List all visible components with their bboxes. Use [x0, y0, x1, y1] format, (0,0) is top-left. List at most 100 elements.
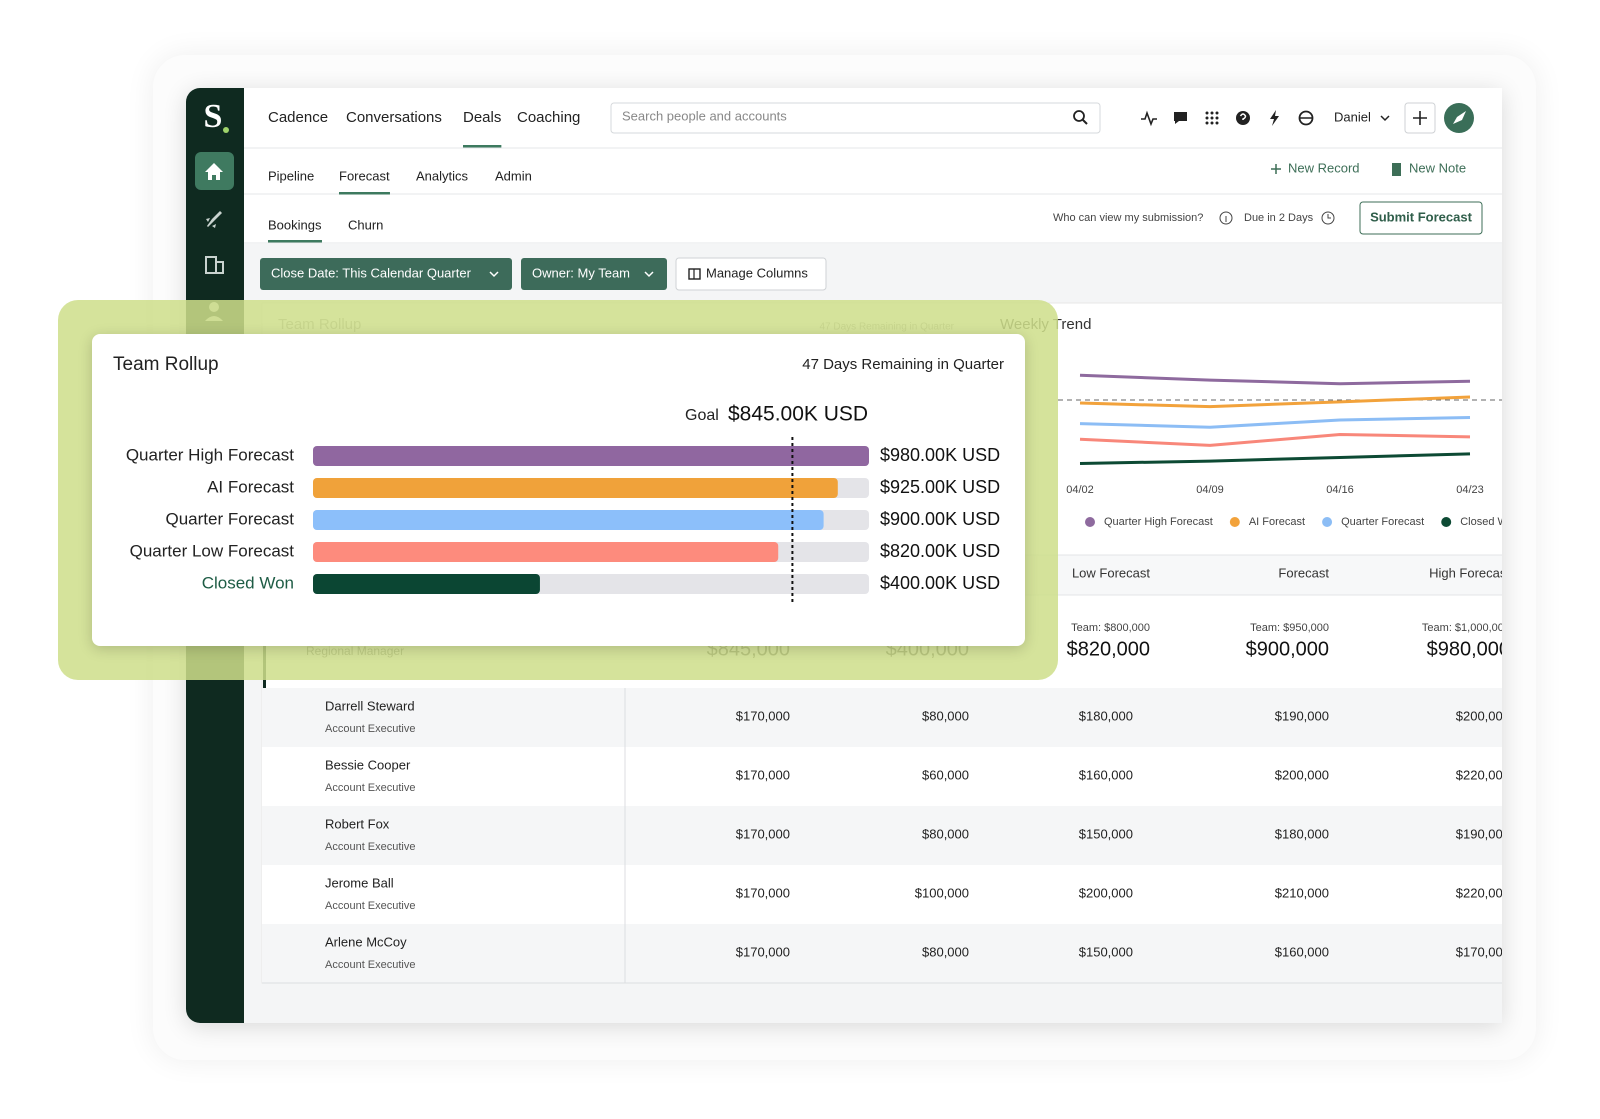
legend-swatch — [1229, 517, 1240, 527]
bar — [313, 446, 869, 466]
search-box[interactable] — [610, 102, 1101, 134]
tab[interactable]: Churn — [348, 217, 383, 232]
row-role: Account Executive — [325, 959, 416, 971]
column-header: Low Forecast — [1072, 565, 1150, 580]
bar-label: Quarter Low Forecast — [130, 541, 295, 560]
row-value: $170,000 — [736, 826, 790, 841]
team-forecast: $980,000 — [1427, 638, 1502, 660]
rollup-card: Team Rollup 47 Days Remaining in Quarter… — [92, 334, 1025, 646]
subnav-item[interactable]: Analytics — [416, 168, 469, 183]
value-label: $925.00K USD — [880, 477, 1000, 497]
filter-button[interactable] — [521, 258, 667, 290]
messages-icon[interactable] — [1174, 112, 1187, 124]
series-line — [1079, 452, 1471, 465]
row-value: $170,000 — [1456, 944, 1502, 959]
legend-label: Quarter Forecast — [1341, 516, 1424, 528]
clock-hands — [1327, 214, 1331, 219]
chart-subtitle: 47 Days Remaining in Quarter — [802, 356, 1004, 373]
chart-title: Team Rollup — [113, 354, 219, 375]
subnav-item[interactable]: Forecast — [339, 168, 390, 183]
launch-icon — [1453, 111, 1466, 124]
add-icon — [1413, 111, 1427, 125]
row-value: $190,000 — [1275, 708, 1329, 723]
submit-button[interactable] — [1359, 201, 1483, 235]
row-value: $170,000 — [736, 767, 790, 782]
row-value: $190,000 — [1456, 826, 1502, 841]
due-date: Due in 2 Days — [1244, 212, 1314, 224]
row-value: $160,000 — [1275, 944, 1329, 959]
series-line — [1079, 395, 1471, 409]
submit-label: Submit Forecast — [1370, 209, 1473, 224]
value-label: $980.00K USD — [880, 445, 1000, 465]
column-header: High Forecast — [1429, 565, 1502, 580]
bar — [313, 574, 540, 594]
visibility-link[interactable]: Who can view my submission? — [1053, 212, 1203, 224]
row-role: Account Executive — [325, 900, 416, 912]
building-icon[interactable] — [205, 256, 224, 274]
new-record[interactable]: New Record — [1288, 160, 1360, 175]
table-row — [262, 806, 1502, 865]
nav-item[interactable]: Cadence — [268, 109, 328, 126]
column-header: Forecast — [1278, 565, 1329, 580]
row-role: Account Executive — [325, 841, 416, 853]
filter-label: Owner: My Team — [532, 265, 630, 280]
help-icon-mark — [1239, 113, 1247, 120]
row-value: $210,000 — [1275, 885, 1329, 900]
row-value: $180,000 — [1079, 708, 1133, 723]
home-icon — [205, 163, 223, 180]
nav-item[interactable]: Deals — [463, 109, 501, 126]
table-row — [262, 688, 1502, 747]
logo-dot — [223, 127, 229, 133]
series-line — [1079, 432, 1471, 447]
apps-icon[interactable] — [1205, 111, 1219, 125]
x-tick-label: 04/02 — [1066, 484, 1094, 496]
new-note-icon — [1392, 163, 1401, 176]
value-label: $900.00K USD — [880, 509, 1000, 529]
bar — [313, 478, 838, 498]
new-note[interactable]: New Note — [1409, 160, 1466, 175]
help-icon[interactable] — [1236, 111, 1250, 125]
bar-label: Quarter High Forecast — [126, 445, 294, 464]
x-tick-label: 04/09 — [1196, 484, 1224, 496]
active-underline — [463, 145, 502, 148]
trend-chart: 04/02 04/09 04/16 04/23 Quarter High Forecas… — [1058, 373, 1502, 528]
legend-label: Closed Won — [1460, 516, 1502, 528]
row-role: Account Executive — [325, 723, 416, 735]
row-value: $100,000 — [915, 885, 969, 900]
rocket-icon[interactable] — [206, 211, 222, 228]
chevron — [644, 271, 654, 278]
legend-swatch — [1441, 517, 1452, 527]
chevron — [1380, 115, 1390, 122]
bolt-icon[interactable] — [1270, 110, 1279, 126]
nav-item[interactable]: Coaching — [517, 109, 580, 126]
row-value: $150,000 — [1079, 826, 1133, 841]
active-underline — [268, 240, 322, 243]
value-label: $400.00K USD — [880, 573, 1000, 593]
subnav-item[interactable]: Admin — [495, 168, 532, 183]
team-total: Team: $950,000 — [1250, 622, 1329, 634]
subnav-item[interactable]: Pipeline — [268, 168, 314, 183]
row-value: $200,000 — [1079, 885, 1133, 900]
table-row — [262, 924, 1502, 983]
goal-value: $845.00K USD — [728, 403, 868, 426]
new-record-icon — [1271, 164, 1281, 174]
search-icon[interactable] — [1073, 110, 1085, 122]
table-row — [262, 747, 1502, 806]
series-line — [1079, 416, 1471, 429]
nav-item[interactable]: Conversations — [346, 109, 442, 126]
activity-icon[interactable] — [1141, 110, 1157, 127]
row-value: $80,000 — [922, 826, 969, 841]
row-name: Arlene McCoy — [325, 934, 407, 949]
search-icon-handle — [1082, 119, 1088, 125]
row-value: $220,000 — [1456, 767, 1502, 782]
row-name: Robert Fox — [325, 816, 390, 831]
row-name: Bessie Cooper — [325, 757, 411, 772]
row-value: $170,000 — [736, 885, 790, 900]
columns-label: Manage Columns — [706, 265, 808, 280]
info-icon — [1219, 211, 1233, 225]
filter-button[interactable] — [260, 258, 512, 290]
clock-icon — [1321, 211, 1335, 225]
tab[interactable]: Bookings — [268, 217, 322, 232]
columns-button[interactable] — [675, 257, 827, 291]
user-name[interactable]: Daniel — [1334, 109, 1371, 124]
